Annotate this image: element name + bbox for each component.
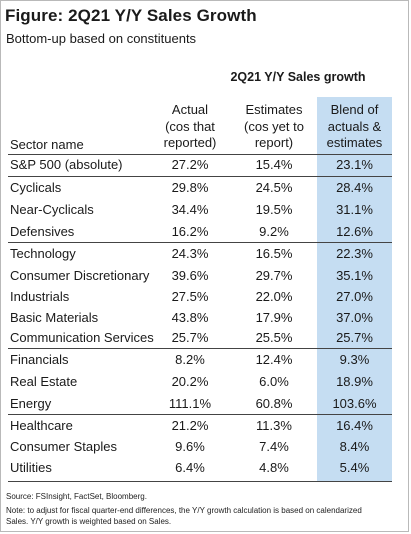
sector-name-cell: Consumer Staples — [10, 439, 117, 454]
blend-value-cell: 18.9% — [336, 374, 373, 389]
table-row: Cyclicals 29.8% 24.5% 28.4% — [0, 178, 411, 198]
estimate-value-cell: 24.5% — [255, 180, 293, 195]
group-column-header: 2Q21 Y/Y Sales growth — [230, 70, 366, 84]
estimate-value-cell: 12.4% — [255, 352, 293, 367]
estimate-value-cell: 17.9% — [255, 310, 293, 325]
group-divider — [8, 414, 392, 415]
sector-name-cell: Near-Cyclicals — [10, 202, 94, 217]
table-row: Communication Services 25.7% 25.5% 25.7% — [0, 328, 411, 348]
table-row: Consumer Staples 9.6% 7.4% 8.4% — [0, 437, 411, 457]
actual-value-cell: 16.2% — [171, 224, 209, 239]
estimate-value-cell: 25.5% — [255, 330, 293, 345]
blend-value-cell: 22.3% — [336, 246, 373, 261]
estimate-value-cell: 16.5% — [255, 246, 293, 261]
table-row: Utilities 6.4% 4.8% 5.4% — [0, 458, 411, 478]
blend-value-cell: 8.4% — [339, 439, 370, 454]
estimate-value-cell: 11.3% — [256, 418, 292, 433]
table-row: Basic Materials 43.8% 17.9% 37.0% — [0, 308, 411, 328]
estimate-value-cell: 6.0% — [259, 374, 289, 389]
blend-value-cell: 35.1% — [336, 268, 373, 283]
blend-column-header: Blend of actuals & estimates — [326, 102, 383, 150]
estimate-value-cell: 7.4% — [259, 439, 289, 454]
actual-value-cell: 27.2% — [171, 157, 209, 172]
figure-subtitle: Bottom-up based on constituents — [6, 31, 197, 46]
estimate-value-cell: 15.4% — [255, 157, 293, 172]
table-row: Healthcare 21.2% 11.3% 16.4% — [0, 416, 411, 436]
sector-column-header: Sector name — [10, 137, 84, 152]
footnote-line-1: Note: to adjust for fiscal quarter-end d… — [6, 506, 362, 515]
estimate-value-cell: 22.0% — [255, 289, 293, 304]
estimate-value-cell: 29.7% — [255, 268, 293, 283]
sector-name-cell: S&P 500 (absolute) — [10, 157, 123, 172]
table-row: Financials 8.2% 12.4% 9.3% — [0, 350, 411, 370]
header-divider — [8, 154, 392, 155]
actual-value-cell: 8.2% — [175, 352, 205, 367]
sector-name-cell: Industrials — [10, 289, 70, 304]
sector-name-cell: Basic Materials — [10, 310, 99, 325]
blend-value-cell: 5.4% — [339, 460, 370, 475]
actual-value-cell: 25.7% — [171, 330, 209, 345]
table-bottom-rule — [8, 481, 392, 482]
table-row: Consumer Discretionary 39.6% 29.7% 35.1% — [0, 266, 411, 286]
figure-title: Figure: 2Q21 Y/Y Sales Growth — [5, 6, 257, 25]
estimate-value-cell: 19.5% — [255, 202, 293, 217]
group-divider — [8, 176, 392, 177]
blend-value-cell: 27.0% — [336, 289, 373, 304]
blend-value-cell: 28.4% — [336, 180, 373, 195]
source-note: Source: FSInsight, FactSet, Bloomberg. — [6, 492, 147, 501]
sector-name-cell: Healthcare — [10, 418, 73, 433]
footnote-line-2: Sales. Y/Y growth is weighted based on S… — [6, 517, 172, 526]
table-row: S&P 500 (absolute) 27.2% 15.4% 23.1% — [0, 155, 411, 175]
estimates-column-header: Estimates (cos yet to report) — [244, 102, 304, 150]
table-row: Energy 111.1% 60.8% 103.6% — [0, 394, 411, 414]
actual-value-cell: 20.2% — [171, 374, 209, 389]
estimate-value-cell: 9.2% — [259, 224, 289, 239]
blend-value-cell: 103.6% — [332, 396, 377, 411]
actual-value-cell: 29.8% — [171, 180, 209, 195]
table-row: Technology 24.3% 16.5% 22.3% — [0, 244, 411, 264]
table-row: Industrials 27.5% 22.0% 27.0% — [0, 287, 411, 307]
sector-name-cell: Consumer Discretionary — [10, 268, 150, 283]
sector-name-cell: Defensives — [10, 224, 75, 239]
table-row: Near-Cyclicals 34.4% 19.5% 31.1% — [0, 200, 411, 220]
actual-value-cell: 111.1% — [168, 396, 212, 411]
blend-value-cell: 31.1% — [336, 202, 373, 217]
estimate-value-cell: 4.8% — [259, 460, 289, 475]
actual-value-cell: 43.8% — [171, 310, 209, 325]
table-row: Real Estate 20.2% 6.0% 18.9% — [0, 372, 411, 392]
group-divider — [8, 348, 392, 349]
blend-column-highlight — [317, 97, 392, 481]
actual-value-cell: 9.6% — [175, 439, 205, 454]
table-row: Defensives 16.2% 9.2% 12.6% — [0, 222, 411, 242]
actual-column-header: Actual (cos that reported) — [163, 102, 217, 150]
blend-value-cell: 25.7% — [336, 330, 373, 345]
sector-name-cell: Financials — [10, 352, 69, 367]
actual-value-cell: 34.4% — [171, 202, 209, 217]
blend-value-cell: 37.0% — [336, 310, 373, 325]
group-divider — [8, 242, 392, 243]
sector-name-cell: Utilities — [10, 460, 52, 475]
estimate-value-cell: 60.8% — [255, 396, 293, 411]
blend-value-cell: 16.4% — [336, 418, 373, 433]
sector-name-cell: Energy — [10, 396, 52, 411]
sector-name-cell: Real Estate — [10, 374, 78, 389]
blend-value-cell: 23.1% — [336, 157, 373, 172]
blend-value-cell: 12.6% — [336, 224, 373, 239]
actual-value-cell: 24.3% — [171, 246, 209, 261]
sector-name-cell: Technology — [10, 246, 76, 261]
actual-value-cell: 39.6% — [171, 268, 209, 283]
sector-name-cell: Communication Services — [10, 330, 154, 345]
actual-value-cell: 27.5% — [171, 289, 209, 304]
actual-value-cell: 21.2% — [171, 418, 209, 433]
blend-value-cell: 9.3% — [339, 352, 370, 367]
actual-value-cell: 6.4% — [175, 460, 205, 475]
sector-name-cell: Cyclicals — [10, 180, 62, 195]
